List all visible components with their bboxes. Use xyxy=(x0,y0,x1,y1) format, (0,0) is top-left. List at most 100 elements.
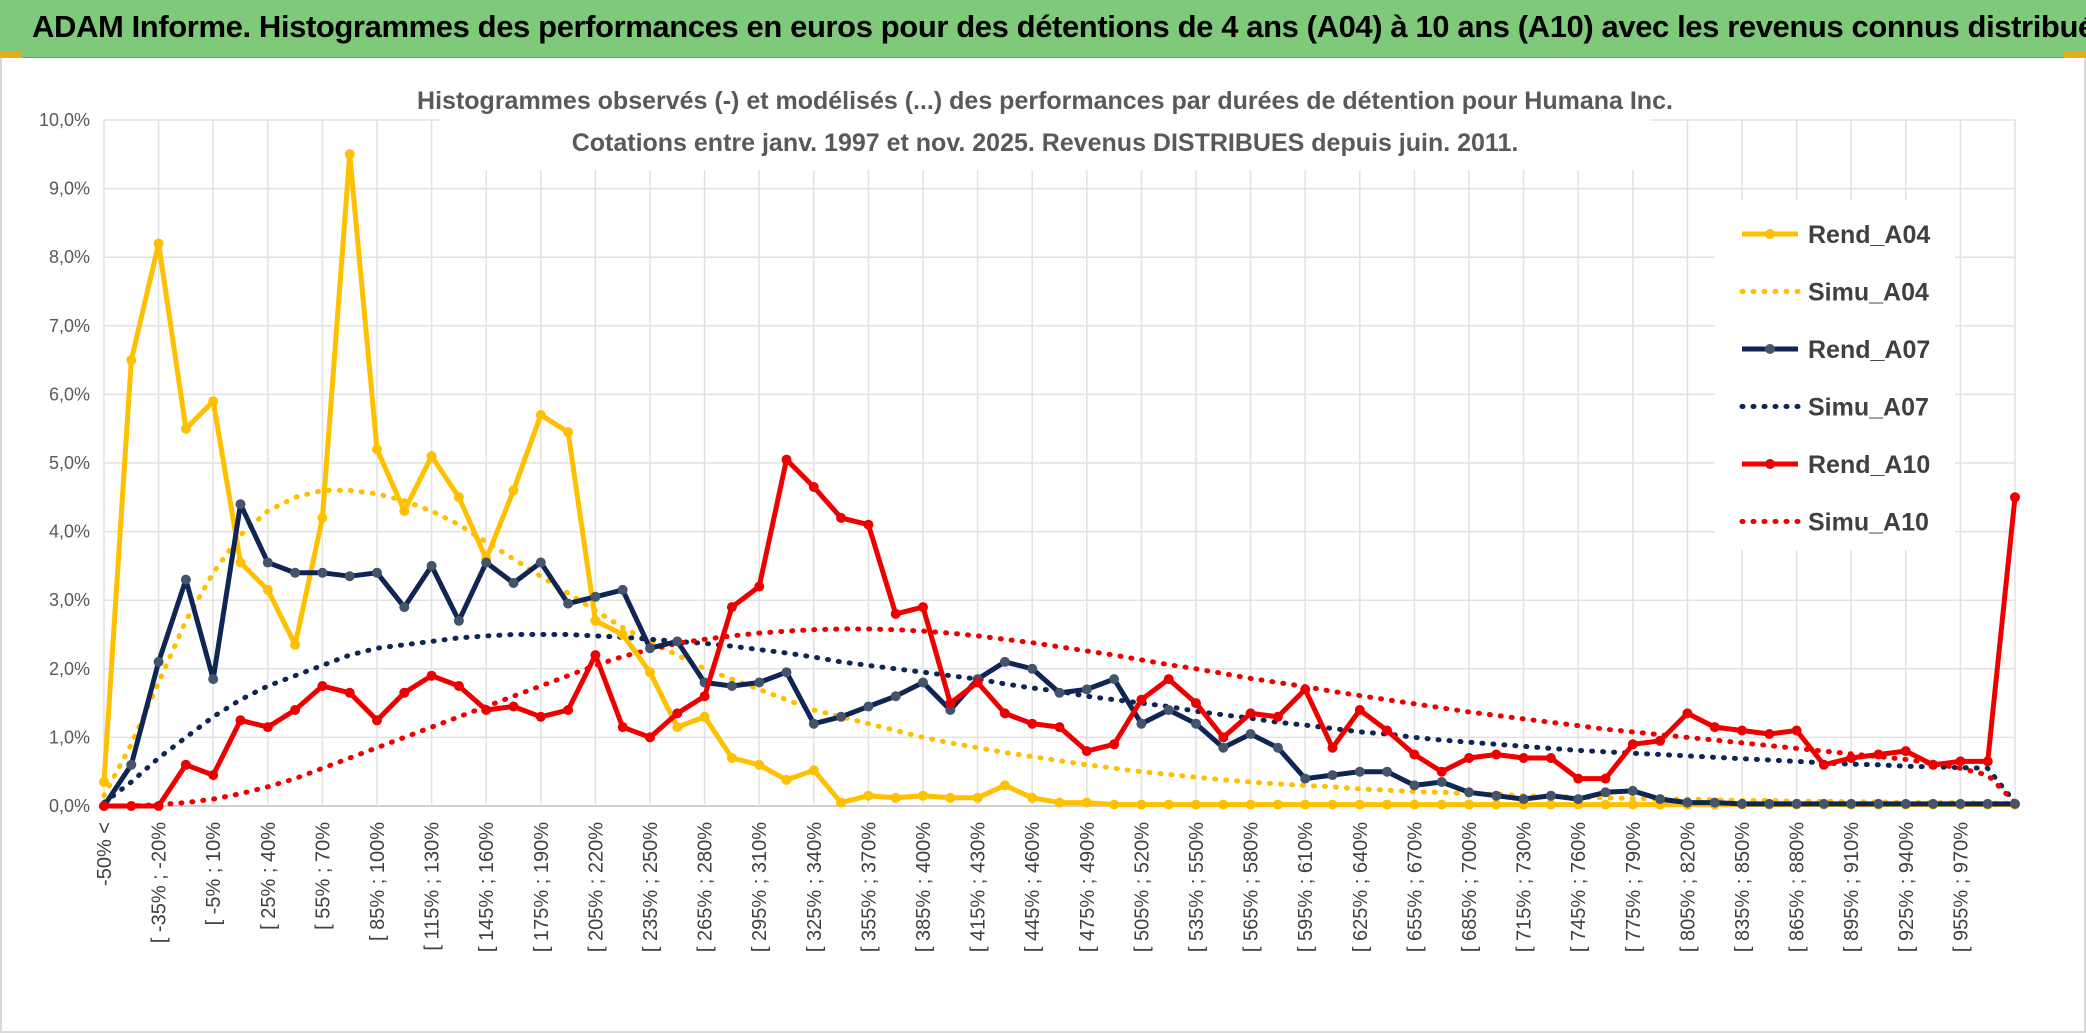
x-tick-label: [ 505% ; 520% xyxy=(1131,822,1153,952)
data-point xyxy=(754,759,765,770)
x-tick-label: [ 625% ; 640% xyxy=(1350,822,1372,952)
data-point xyxy=(508,485,519,496)
title-background xyxy=(440,78,1650,170)
data-point xyxy=(399,602,410,613)
data-point xyxy=(808,718,819,729)
data-point xyxy=(1191,698,1201,709)
data-point xyxy=(1245,729,1256,739)
data-point xyxy=(1955,756,1966,767)
banner-corner-left xyxy=(0,52,22,58)
data-point xyxy=(208,770,219,781)
data-point xyxy=(1818,759,1829,770)
data-point xyxy=(426,451,437,462)
data-point xyxy=(317,512,328,523)
data-point xyxy=(344,571,355,582)
data-point xyxy=(208,674,219,685)
y-tick-label: 6,0% xyxy=(49,384,90,404)
data-point xyxy=(645,667,655,678)
data-point xyxy=(99,777,109,787)
data-point xyxy=(918,677,928,688)
x-tick-label: [ 895% ; 910% xyxy=(1841,822,1863,952)
report-title: ADAM Informe. Histogrammes des performan… xyxy=(32,9,2086,44)
x-tick-label: [ -35% ; -20% xyxy=(149,822,171,943)
data-point xyxy=(726,681,737,691)
data-point xyxy=(699,711,710,722)
data-point xyxy=(781,454,792,465)
data-point xyxy=(1191,718,1201,729)
data-point xyxy=(1354,799,1365,810)
data-point xyxy=(617,722,628,733)
data-point xyxy=(262,584,273,595)
data-point xyxy=(1382,766,1393,777)
data-point xyxy=(372,444,382,455)
data-point xyxy=(1627,799,1638,810)
data-point xyxy=(1464,753,1474,763)
data-point xyxy=(754,677,765,688)
x-axis-ticks: -50% < [ -35% ; -20% [ -5% ; 10% [ 25% ; 40… xyxy=(94,822,1972,952)
data-point xyxy=(1764,798,1775,809)
data-point xyxy=(726,602,737,613)
data-point xyxy=(1436,799,1447,810)
data-point xyxy=(890,792,901,803)
legend-marker-rend_a04 xyxy=(1765,229,1775,239)
data-point xyxy=(1054,687,1065,698)
x-tick-label: [ 325% ; 340% xyxy=(804,822,826,952)
data-point xyxy=(235,499,246,510)
data-point xyxy=(1737,725,1747,736)
data-point xyxy=(1955,798,1966,809)
data-point xyxy=(808,765,819,776)
data-point xyxy=(126,759,137,770)
data-point xyxy=(1327,770,1338,781)
data-point xyxy=(180,423,191,434)
x-tick-label: [ 415% ; 430% xyxy=(968,822,990,952)
data-point xyxy=(1791,725,1802,736)
x-tick-label: [ 595% ; 610% xyxy=(1295,822,1317,952)
x-tick-label: [ 175% ; 190% xyxy=(531,822,553,952)
data-point xyxy=(1846,798,1857,809)
data-point xyxy=(126,801,137,811)
report-banner: ADAM Informe. Histogrammes des performan… xyxy=(0,0,2086,58)
x-tick-label: [ 265% ; 280% xyxy=(695,822,717,952)
y-tick-label: 0,0% xyxy=(49,796,90,816)
data-point xyxy=(1573,773,1584,784)
x-tick-label: [ 685% ; 700% xyxy=(1459,822,1481,952)
data-point xyxy=(1818,798,1829,809)
data-point xyxy=(1109,739,1120,750)
data-point xyxy=(1436,766,1447,777)
data-point xyxy=(2010,492,2020,503)
data-point xyxy=(645,643,655,654)
data-point xyxy=(1027,663,1038,674)
x-tick-label: [ 145% ; 160% xyxy=(476,822,498,952)
data-point xyxy=(180,574,191,585)
legend-label-rend_a10: Rend_A10 xyxy=(1808,451,1930,479)
data-point xyxy=(1518,753,1529,763)
series-lines xyxy=(99,149,2020,811)
data-point xyxy=(590,615,601,626)
data-point xyxy=(153,656,164,667)
series-line-simu_a07 xyxy=(101,632,2018,806)
data-point xyxy=(672,722,683,733)
data-point xyxy=(1354,766,1365,777)
data-point xyxy=(1081,684,1092,695)
data-point xyxy=(453,681,464,691)
data-point xyxy=(863,790,874,801)
x-tick-label: [ -5% ; 10% xyxy=(203,822,225,926)
data-point xyxy=(1191,799,1201,810)
data-point xyxy=(290,705,301,715)
legend-marker-rend_a10 xyxy=(1765,459,1775,469)
data-point xyxy=(453,615,464,626)
data-point xyxy=(372,567,382,578)
data-point xyxy=(1218,799,1229,810)
x-tick-label: [ 475% ; 490% xyxy=(1077,822,1099,952)
data-point xyxy=(1655,735,1666,746)
data-point xyxy=(1136,718,1147,729)
data-point xyxy=(1081,797,1092,808)
data-point xyxy=(918,602,928,613)
data-point xyxy=(1218,742,1229,753)
data-point xyxy=(1545,753,1556,763)
data-point xyxy=(1354,705,1365,715)
data-point xyxy=(1846,753,1857,763)
data-point xyxy=(781,667,792,678)
data-point xyxy=(1737,798,1747,809)
data-point xyxy=(1491,799,1502,810)
